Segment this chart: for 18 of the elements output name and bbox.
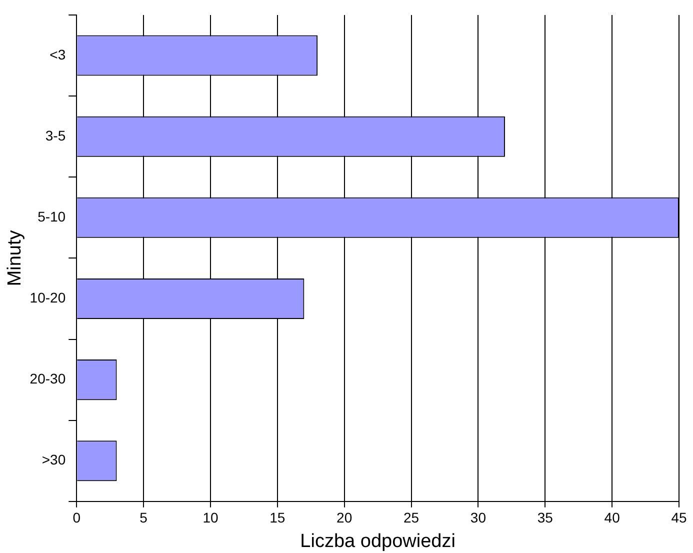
x-tick-label: 40 bbox=[604, 510, 620, 526]
y-tick-label: 20-30 bbox=[30, 370, 66, 387]
y-tick-label: >30 bbox=[42, 452, 66, 468]
x-axis-title: Liczba odpowiedzi bbox=[300, 530, 456, 552]
x-tick-label: 5 bbox=[140, 510, 148, 526]
x-tick-label: 45 bbox=[671, 510, 687, 526]
x-tick-label: 15 bbox=[270, 510, 286, 526]
y-tick-label: 3-5 bbox=[45, 127, 66, 144]
y-tick-label: 5-10 bbox=[38, 208, 66, 225]
x-tick-label: 0 bbox=[72, 510, 81, 526]
x-tick-label: 20 bbox=[336, 510, 352, 526]
x-tick-label: 25 bbox=[403, 510, 420, 526]
y-tick-label: 10-20 bbox=[30, 290, 66, 306]
y-axis-title: Minuty bbox=[4, 230, 26, 286]
x-tick-label: 30 bbox=[470, 510, 486, 526]
x-tick-label: 35 bbox=[537, 510, 554, 526]
y-tick-label: <3 bbox=[50, 46, 66, 62]
x-tick-label: 10 bbox=[202, 510, 218, 526]
